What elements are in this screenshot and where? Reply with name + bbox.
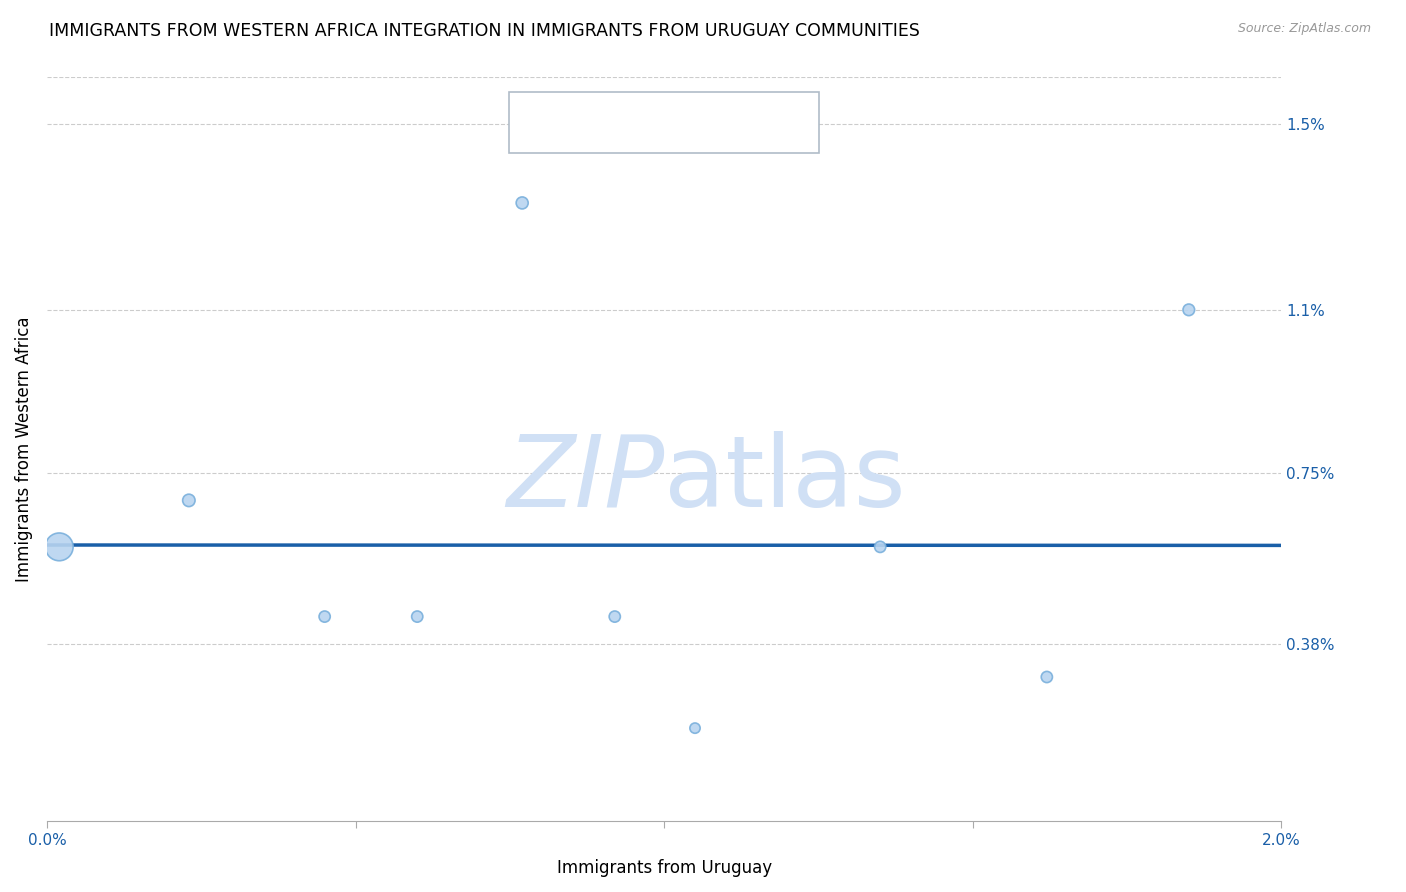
Text: -0.014: -0.014 (605, 112, 675, 131)
Text: atlas: atlas (664, 431, 905, 527)
Point (406, 609, 429, 624)
Text: R =: R = (540, 112, 582, 131)
Y-axis label: Immigrants from Western Africa: Immigrants from Western Africa (15, 317, 32, 582)
Text: N =: N = (693, 112, 737, 131)
Point (314, 609, 336, 624)
Point (869, 540, 891, 554)
Text: ZIP: ZIP (506, 431, 664, 527)
X-axis label: Immigrants from Uruguay: Immigrants from Uruguay (557, 859, 772, 877)
Point (1036, 670, 1059, 684)
Text: 10: 10 (756, 112, 783, 131)
Text: Source: ZipAtlas.com: Source: ZipAtlas.com (1237, 22, 1371, 36)
Point (48, 540, 70, 554)
Text: IMMIGRANTS FROM WESTERN AFRICA INTEGRATION IN IMMIGRANTS FROM URUGUAY COMMUNITIE: IMMIGRANTS FROM WESTERN AFRICA INTEGRATI… (49, 22, 920, 40)
Point (683, 721, 706, 735)
Point (510, 195, 533, 210)
Point (603, 609, 626, 624)
Point (177, 493, 200, 508)
Point (1178, 302, 1201, 317)
